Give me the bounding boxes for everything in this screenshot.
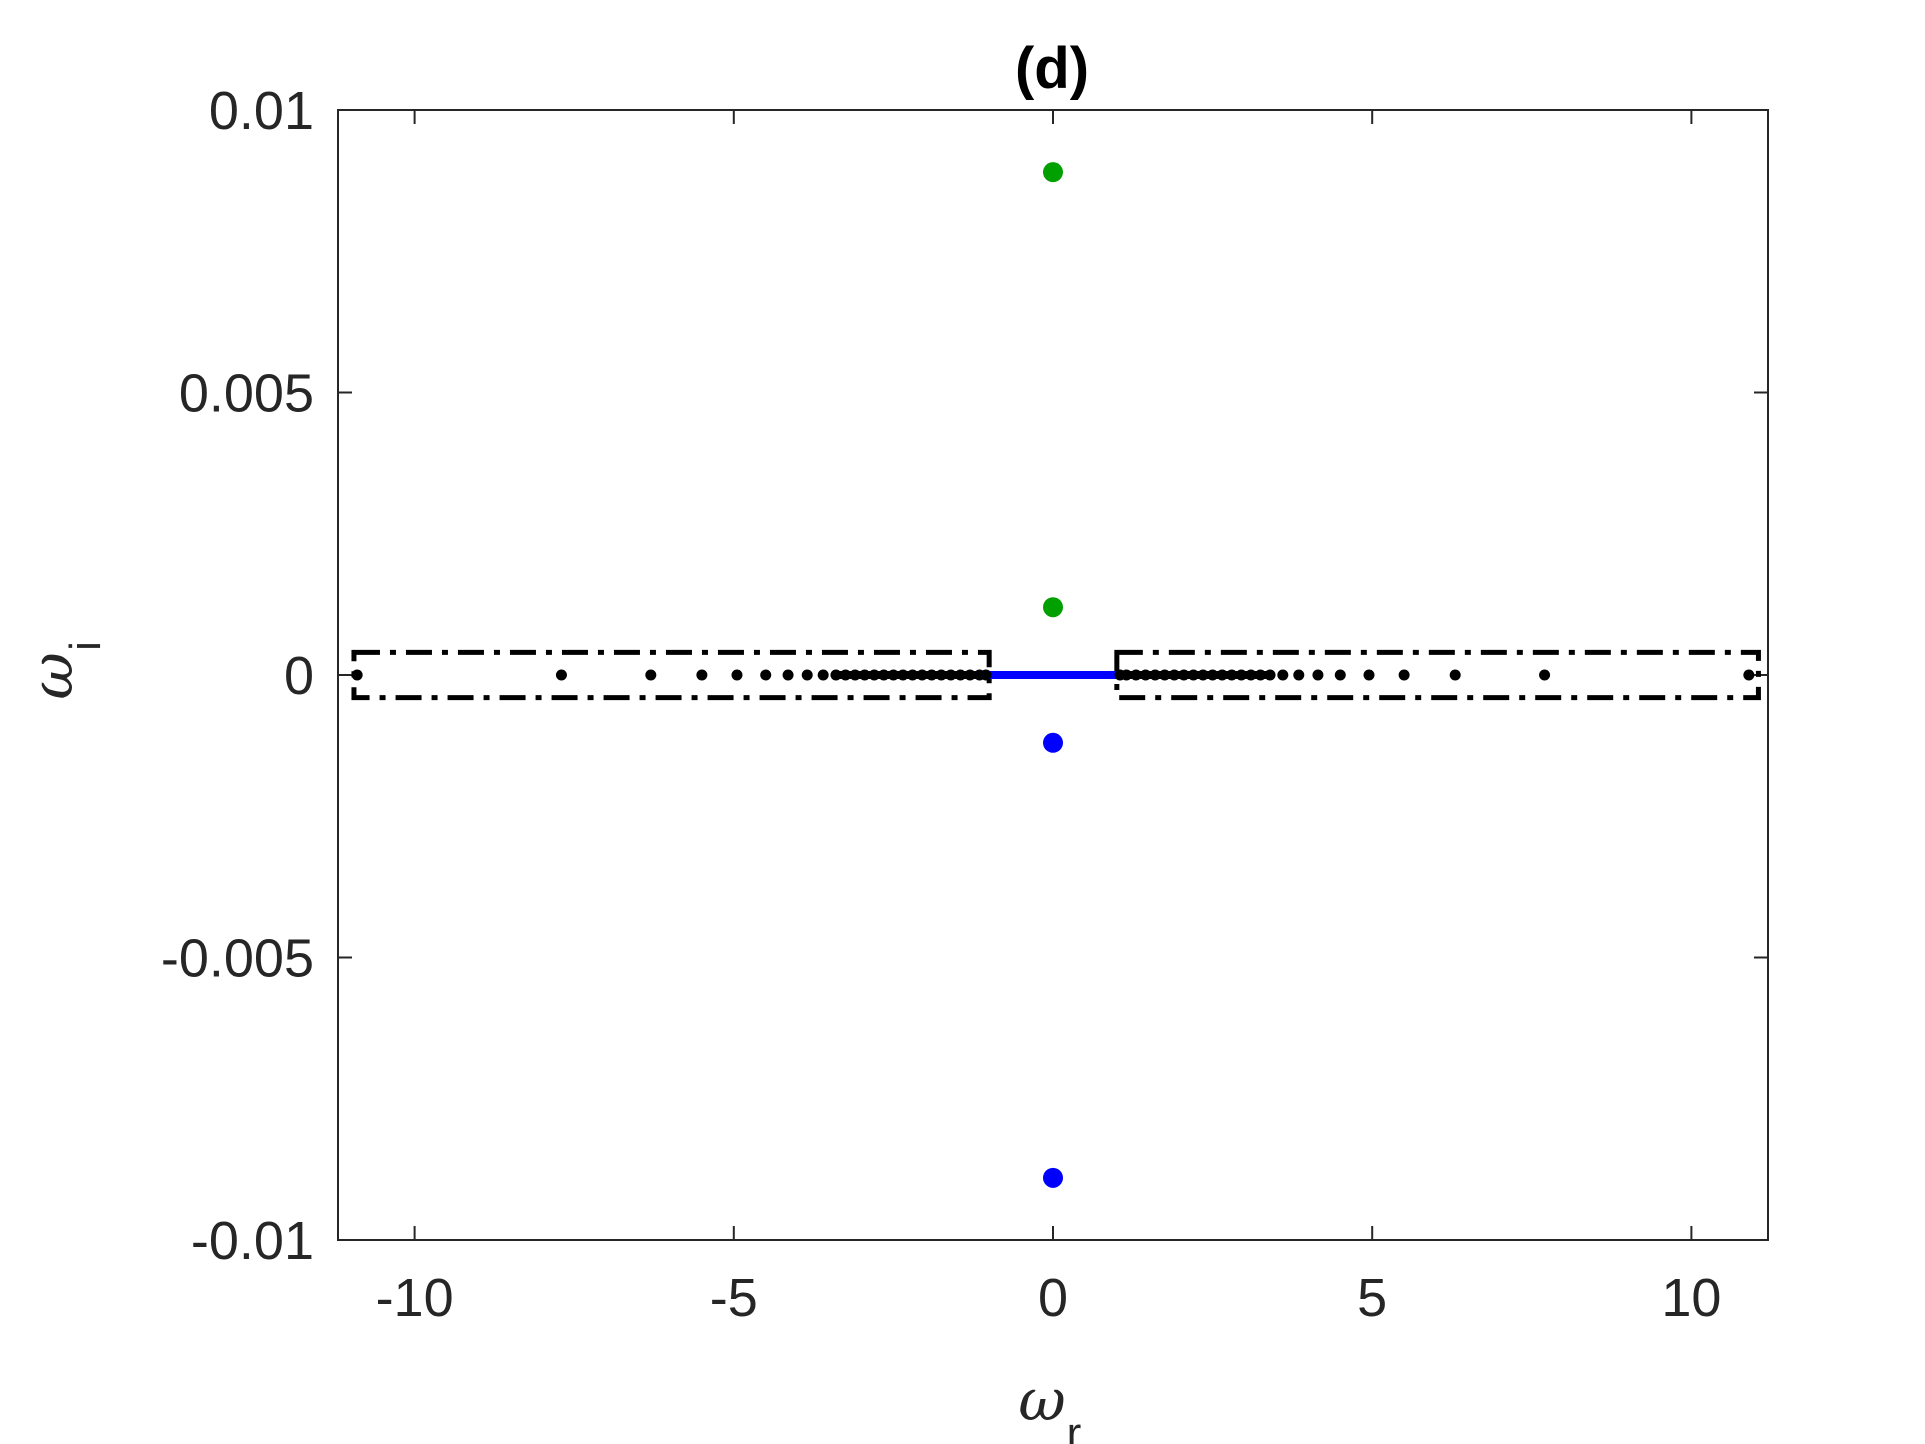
eigenvalue-dot (1187, 669, 1199, 681)
plot-area-frame (337, 109, 1769, 1241)
eigenvalue-dot (1277, 669, 1289, 681)
eigenvalue-dot (645, 669, 657, 681)
eigenvalue-dot (1226, 669, 1238, 681)
eigenvalue-dot (1539, 669, 1551, 681)
y-tick-label: 0 (284, 646, 314, 706)
eigenvalue-dot (868, 669, 880, 681)
x-tick-label: 5 (1357, 1268, 1387, 1328)
y-tick-label: 0.005 (179, 364, 314, 424)
eigenvalue-dot (1312, 669, 1324, 681)
eigenvalue-dot (1207, 669, 1219, 681)
eigenvalue-dot (1235, 669, 1247, 681)
eigenvalue-dot (1149, 669, 1161, 681)
eigenvalue-dot (1363, 669, 1375, 681)
y-axis-label-symbol: ω (18, 652, 86, 699)
y-tick-label: 0.01 (209, 81, 314, 141)
data-points (351, 162, 1755, 1188)
eigenvalue-dot (782, 669, 794, 681)
eigenvalue-dot (1178, 669, 1190, 681)
eigenvalue-dot (696, 669, 708, 681)
eigenvalue-dot (1140, 669, 1152, 681)
x-axis-label-symbol: ω (1018, 1366, 1065, 1434)
eigenvalue-point (1043, 1167, 1063, 1188)
x-axis-label: ω r (1018, 1366, 1081, 1444)
eigenvalue-dot (351, 669, 363, 681)
x-tick-label: 0 (1038, 1268, 1068, 1328)
eigenvalue-dot (1120, 669, 1132, 681)
eigenvalue-dot (1168, 669, 1180, 681)
chart-title: (d) (1015, 36, 1089, 101)
eigenvalue-dot (731, 669, 743, 681)
eigenvalue-dot (926, 669, 938, 681)
eigenvalue-dot (1197, 669, 1209, 681)
eigenvalue-dot (887, 669, 899, 681)
eigenvalue-dot (1130, 669, 1142, 681)
dashdot-box (1114, 649, 1761, 701)
eigenvalue-dot (1264, 669, 1276, 681)
eigenvalue-dot (801, 669, 813, 681)
eigenvalue-dot (830, 669, 842, 681)
x-axis-label-subscript: r (1067, 1409, 1082, 1444)
eigenvalue-point (1043, 162, 1063, 183)
eigenvalue-dot (1743, 669, 1755, 681)
eigenvalue-dot (935, 669, 947, 681)
eigenvalue-dot (1254, 669, 1266, 681)
y-tick-label: -0.01 (191, 1211, 314, 1271)
eigenvalue-dot (916, 669, 928, 681)
x-tick-label: 10 (1661, 1268, 1721, 1328)
eigenvalue-point (1043, 597, 1063, 618)
eigenvalue-dot (1293, 669, 1305, 681)
eigenvalue-dot (859, 669, 871, 681)
eigenvalue-dot (954, 669, 966, 681)
eigenvalue-dot (1449, 669, 1461, 681)
eigenvalue-dot (1334, 669, 1346, 681)
eigenvalue-dot (817, 669, 829, 681)
eigenvalue-dot (849, 669, 861, 681)
eigenvalue-dot (964, 669, 976, 681)
eigenvalue-dot (760, 669, 772, 681)
eigenvalue-dot (907, 669, 919, 681)
eigenvalue-dot (980, 669, 992, 681)
eigenvalue-dot (897, 669, 909, 681)
y-tick-label: -0.005 (161, 929, 314, 989)
eigenvalue-dot (1216, 669, 1228, 681)
x-tick-label: -10 (376, 1268, 454, 1328)
eigenvalue-dot (878, 669, 890, 681)
y-axis-label: ω i (18, 641, 110, 700)
eigenvalue-dot (1159, 669, 1171, 681)
eigenvalue-dot (945, 669, 957, 681)
y-axis-label-subscript: i (61, 641, 110, 651)
x-axis-ticks: -10 -5 0 5 10 (376, 110, 1721, 1328)
eigenvalue-dot (840, 669, 852, 681)
eigenvalue-dot (555, 669, 567, 681)
eigenvalue-dot (1398, 669, 1410, 681)
x-tick-label: -5 (710, 1268, 758, 1328)
eigenvalue-dot (1245, 669, 1257, 681)
eigenvalue-point (1043, 732, 1063, 753)
y-axis-ticks: -0.01 -0.005 0 0.005 0.01 (161, 81, 1768, 1271)
